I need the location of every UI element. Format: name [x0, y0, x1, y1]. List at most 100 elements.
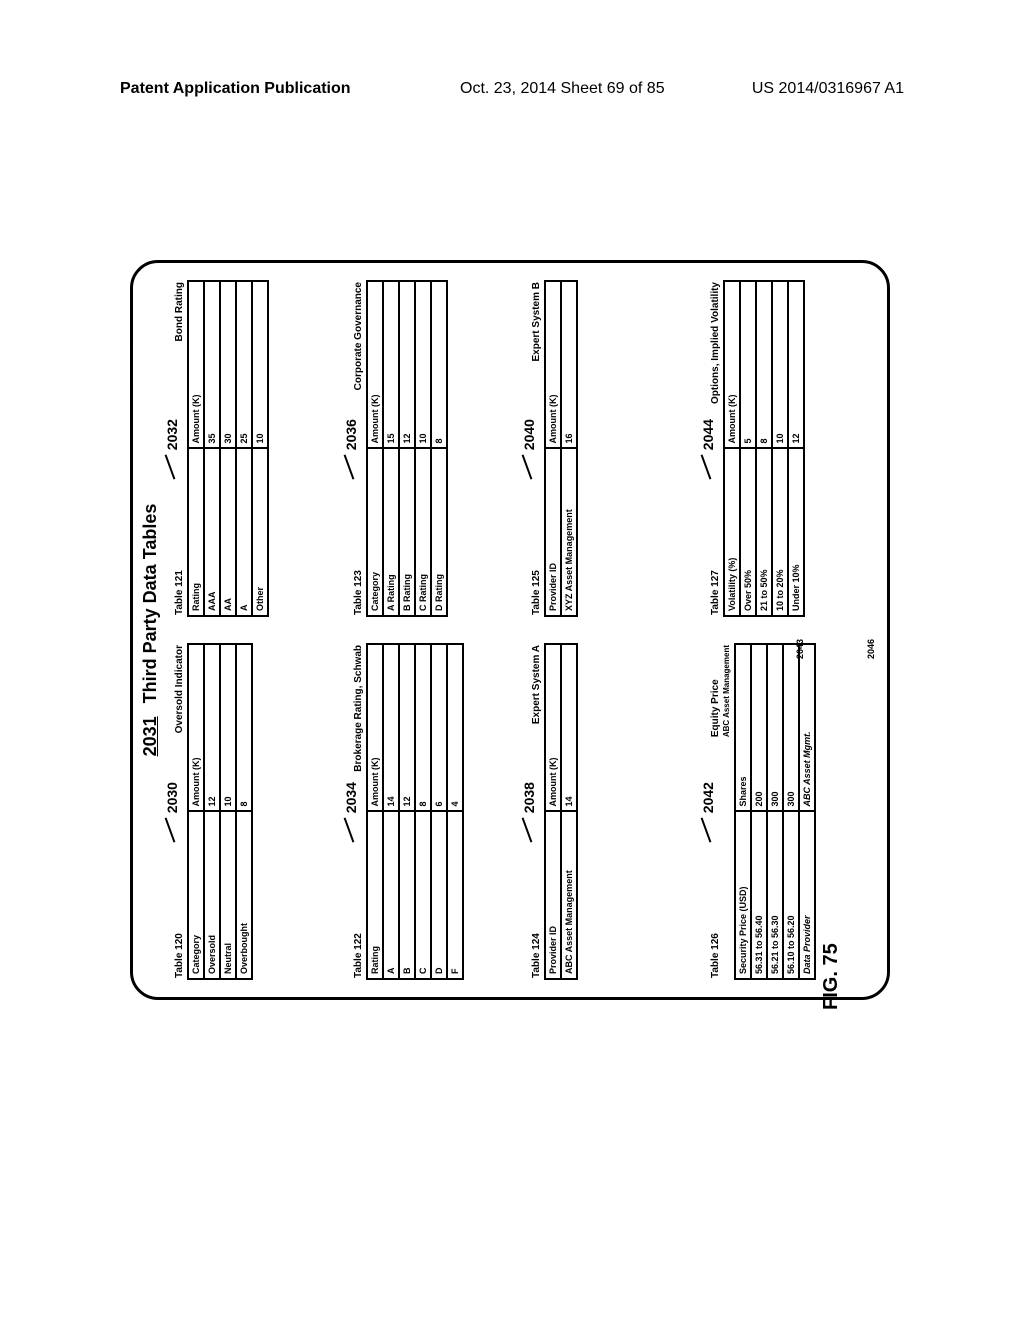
table-121-label: Table 121 — [174, 570, 185, 615]
cell: 8 — [236, 644, 252, 812]
col-header: Shares — [735, 644, 751, 812]
cell: 12 — [399, 281, 415, 449]
cell: 8 — [415, 644, 431, 812]
cell: 12 — [399, 644, 415, 812]
figure-rotated: 2031 Third Party Data Tables 2030 Table … — [130, 260, 890, 1000]
cell: 12 — [204, 644, 220, 812]
cell: F — [447, 812, 463, 980]
table-127-label: Table 127 — [710, 570, 721, 615]
callout-2034-text: 2034 — [343, 782, 359, 813]
cell: Overbought — [236, 812, 252, 980]
col-header: Amount (K) — [188, 281, 204, 449]
col-header: Provider ID — [545, 812, 561, 980]
callout-2038-text: 2038 — [521, 782, 537, 813]
cell: 25 — [236, 281, 252, 449]
cell: 14 — [383, 644, 399, 812]
table-125: Provider ID Amount (K) XYZ Asset Managem… — [544, 280, 578, 617]
col-header: Category — [188, 812, 204, 980]
cell-t121: 2032 Table 121 Bond Rating Rating Amount… — [174, 280, 339, 617]
header-right: US 2014/0316967 A1 — [752, 80, 904, 98]
cell: 10 — [220, 644, 236, 812]
cell: D Rating — [431, 449, 447, 617]
cell: 8 — [431, 281, 447, 449]
figure-label: FIG. 75 — [820, 943, 843, 1010]
cell: 15 — [383, 281, 399, 449]
page: Patent Application Publication Oct. 23, … — [0, 0, 1024, 1320]
table-120: Category Amount (K) Oversold12 Neutral10… — [187, 643, 253, 980]
callout-2034: 2034 — [343, 780, 359, 845]
cell: 8 — [756, 281, 772, 449]
cell: Oversold — [204, 812, 220, 980]
callout-2044-text: 2044 — [700, 419, 716, 450]
col-header: Amount (K) — [724, 281, 740, 449]
header-middle: Oct. 23, 2014 Sheet 69 of 85 — [460, 80, 665, 98]
cell-t125: 2040 Table 125 Expert System B Provider … — [531, 280, 696, 617]
col-header: Provider ID — [545, 449, 561, 617]
table-127: Volatility (%) Amount (K) Over 50%5 21 t… — [723, 280, 805, 617]
col-header: Volatility (%) — [724, 449, 740, 617]
col-header: Rating — [188, 449, 204, 617]
table-124: Provider ID Amount (K) ABC Asset Managem… — [544, 643, 578, 980]
cell: 21 to 50% — [756, 449, 772, 617]
cell: 10 — [415, 281, 431, 449]
table-123: Category Amount (K) A Rating15 B Rating1… — [366, 280, 448, 617]
cell-t124: 2038 Table 124 Expert System A Provider … — [531, 643, 696, 980]
cell: ABC Asset Management — [561, 812, 577, 980]
cell: B Rating — [399, 449, 415, 617]
col-header: Amount (K) — [367, 644, 383, 812]
callout-2046: 2046 — [866, 639, 876, 659]
cell: 10 to 20% — [772, 449, 788, 617]
callout-2036: 2036 — [343, 417, 359, 482]
cell-t126: 2042 Table 126 Equity Price ABC Asset Ma… — [710, 643, 875, 980]
table-126-subtitle: Equity Price — [710, 679, 721, 737]
col-header: Rating — [367, 812, 383, 980]
table-126: Security Price (USD) Shares 56.31 to 56.… — [734, 643, 816, 980]
col-header: Amount (K) — [545, 281, 561, 449]
table-124-label: Table 124 — [531, 933, 542, 978]
cell: Data Provider — [799, 812, 815, 980]
panel-title-text: Third Party Data Tables — [140, 504, 160, 704]
table-122-label: Table 122 — [353, 933, 364, 978]
table-125-subtitle: Expert System B — [531, 282, 542, 361]
callout-2040-text: 2040 — [521, 419, 537, 450]
callout-2043-text: 2043 — [795, 639, 805, 659]
cell: D — [431, 812, 447, 980]
callout-2038: 2038 — [521, 780, 537, 845]
cell-t122: 2034 Table 122 Brokerage Rating, Schwab … — [353, 643, 518, 980]
col-header: Security Price (USD) — [735, 812, 751, 980]
tables-grid: 2030 Table 120 Oversold Indicator Catego… — [174, 280, 874, 980]
table-126-label: Table 126 — [710, 933, 732, 978]
cell: 30 — [220, 281, 236, 449]
panel-title-num: 2031 — [140, 716, 160, 756]
callout-2032: 2032 — [164, 417, 180, 482]
cell: Under 10% — [788, 449, 804, 617]
cell: 300 — [783, 644, 799, 812]
col-header: Amount (K) — [545, 644, 561, 812]
table-122-subtitle: Brokerage Rating, Schwab — [353, 645, 364, 772]
col-header: Amount (K) — [367, 281, 383, 449]
table-126-subtitle2: ABC Asset Management — [722, 645, 731, 737]
callout-2042: 2042 — [700, 780, 716, 845]
table-121: Rating Amount (K) AAA35 AA30 A25 Other10 — [187, 280, 269, 617]
cell: 56.10 to 56.20 — [783, 812, 799, 980]
table-124-subtitle: Expert System A — [531, 645, 542, 724]
cell-t120: 2030 Table 120 Oversold Indicator Catego… — [174, 643, 339, 980]
table-123-subtitle: Corporate Governance — [353, 282, 364, 390]
col-header: Category — [367, 449, 383, 617]
table-127-subtitle: Options, Implied Volatility — [710, 282, 721, 404]
cell: Neutral — [220, 812, 236, 980]
cell: 16 — [561, 281, 577, 449]
table-122: Rating Amount (K) A14 B12 C8 D6 F4 — [366, 643, 464, 980]
cell: 56.21 to 56.30 — [767, 812, 783, 980]
cell: 10 — [772, 281, 788, 449]
cell: AA — [220, 449, 236, 617]
cell: 4 — [447, 644, 463, 812]
cell: 5 — [740, 281, 756, 449]
cell: A Rating — [383, 449, 399, 617]
cell: 12 — [788, 281, 804, 449]
cell: Over 50% — [740, 449, 756, 617]
callout-2030: 2030 — [164, 780, 180, 845]
cell: XYZ Asset Management — [561, 449, 577, 617]
callout-2043: 2043 — [795, 639, 805, 659]
cell: 200 — [751, 644, 767, 812]
